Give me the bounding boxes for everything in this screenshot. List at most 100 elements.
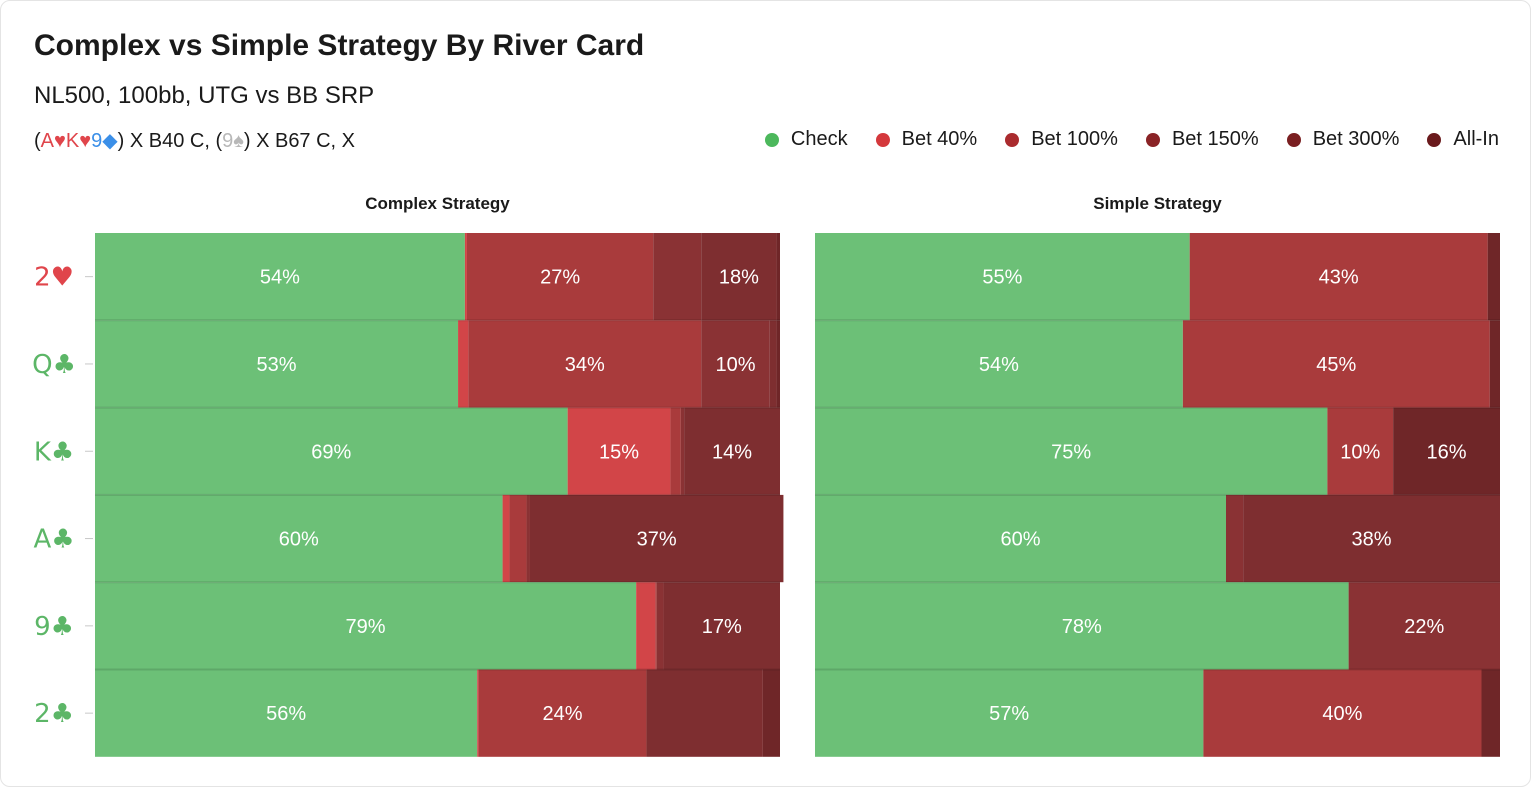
bar-segment [509, 494, 527, 583]
chart-subtitle: NL500, 100bb, UTG vs BB SRP [34, 82, 375, 109]
bar-segment [95, 233, 465, 321]
bar-segment [95, 320, 459, 408]
y-tick-label: 2♣ [34, 699, 74, 729]
bar-segment [1348, 582, 1500, 670]
bar-segment [1203, 669, 1482, 757]
data-label: 79% [346, 616, 386, 638]
data-label: 10% [1340, 441, 1380, 463]
bar-segment [1487, 233, 1500, 321]
data-label: 69% [311, 441, 351, 463]
bar-segment [95, 407, 568, 495]
bar-segment [815, 494, 1226, 583]
action-line: (A♥K♥9◆) X B40 C, (9♠) X B67 C, X [34, 128, 355, 153]
bar-segment [646, 669, 763, 757]
y-tick-label: Q♣ [32, 350, 76, 380]
bar-segment [1393, 407, 1500, 495]
bar-segment [458, 320, 469, 408]
card-nine-spades: 9♠ [222, 130, 244, 152]
card-king-hearts: K♥ [65, 130, 92, 152]
data-label: 15% [599, 441, 639, 463]
data-label: 75% [1051, 441, 1091, 463]
bar-segment [567, 407, 671, 495]
data-label: 22% [1404, 616, 1444, 638]
bar-segment [769, 320, 777, 408]
legend-label: Bet 100% [1031, 128, 1118, 150]
bar-segment [478, 669, 647, 757]
bar-segment [762, 669, 780, 757]
data-label: 14% [712, 441, 752, 463]
y-tick-label: A♣ [33, 525, 74, 555]
bar-segment [502, 494, 510, 583]
card-ace-hearts: A♥ [40, 130, 66, 152]
data-label: 54% [979, 354, 1019, 376]
legend-item-check[interactable]: Check [764, 128, 848, 151]
bar-segment [663, 582, 780, 670]
data-label: 53% [257, 354, 297, 376]
bar-segment [464, 233, 467, 321]
card-nine-diamonds: 9◆ [91, 130, 118, 152]
bar-segment [1481, 669, 1500, 757]
bar-segment [815, 582, 1349, 670]
bar-segment [529, 494, 784, 583]
panel-title: Simple Strategy [1093, 194, 1222, 213]
bar-segment [1182, 320, 1490, 408]
bar-segment [815, 233, 1190, 321]
bar-segment [636, 582, 656, 670]
bar-segment [1489, 320, 1500, 408]
bar-segment [1243, 494, 1500, 583]
legend-swatch [1286, 132, 1301, 147]
data-label: 38% [1352, 529, 1392, 551]
bar-segment [815, 320, 1183, 408]
data-label: 10% [715, 354, 755, 376]
bar-segment [468, 320, 702, 408]
legend: Check Bet 40% Bet 100% Bet 150% Bet 300% All-… [737, 128, 1499, 151]
legend-swatch [875, 132, 890, 147]
legend-item-all-in[interactable]: All-In [1427, 128, 1499, 151]
bar-segment [95, 669, 478, 757]
legend-swatch [1427, 132, 1442, 147]
bar-segment [776, 233, 780, 321]
legend-item-bet-300[interactable]: Bet 300% [1286, 128, 1400, 151]
data-label: 54% [260, 267, 300, 289]
panel-title: Complex Strategy [365, 194, 510, 213]
data-label: 16% [1427, 441, 1467, 463]
legend-swatch [764, 132, 779, 147]
data-label: 37% [637, 529, 677, 551]
legend-item-bet-150[interactable]: Bet 150% [1145, 128, 1259, 151]
legend-label: Bet 40% [901, 128, 978, 150]
bar-segment [655, 582, 657, 670]
legend-label: Bet 300% [1312, 128, 1400, 150]
bar-segment [95, 582, 637, 670]
legend-swatch [1145, 132, 1160, 147]
bar-segment [1226, 494, 1244, 583]
action-line-text: ) X B67 C, X [243, 130, 356, 152]
bar-segment [701, 320, 770, 408]
data-label: 17% [702, 616, 742, 638]
data-label: 43% [1319, 267, 1359, 289]
chart-title: Complex vs Simple Strategy By River Card [34, 29, 645, 62]
legend-label: Bet 150% [1171, 128, 1259, 150]
data-label: 18% [719, 267, 759, 289]
data-label: 34% [565, 354, 605, 376]
data-label: 56% [266, 703, 306, 725]
legend-item-bet-40[interactable]: Bet 40% [875, 128, 978, 151]
bar-segment [815, 669, 1204, 757]
data-label: 60% [279, 529, 319, 551]
legend-label: Check [790, 128, 848, 150]
legend-swatch [1005, 132, 1020, 147]
bar-segment [815, 407, 1328, 495]
data-label: 57% [989, 703, 1029, 725]
bar-segment [1327, 407, 1394, 495]
bar-segment [684, 407, 780, 495]
bar-segment [1189, 233, 1488, 321]
data-label: 40% [1322, 703, 1362, 725]
bar-segment [95, 494, 503, 583]
data-label: 55% [982, 267, 1022, 289]
bar-segment [670, 407, 681, 495]
legend-label: All-In [1453, 128, 1499, 150]
bar-segment [680, 407, 685, 495]
data-label: 78% [1062, 616, 1102, 638]
y-tick-label: K♣ [34, 437, 74, 467]
legend-item-bet-100[interactable]: Bet 100% [1005, 128, 1118, 151]
